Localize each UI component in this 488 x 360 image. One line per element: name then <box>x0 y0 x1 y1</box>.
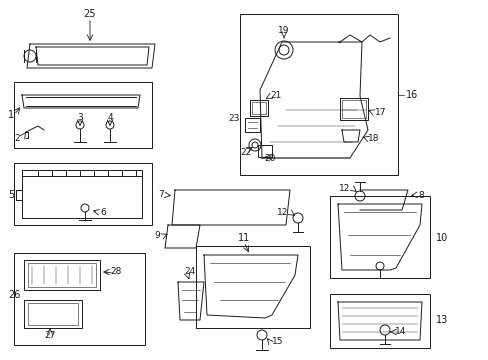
Bar <box>244 118 260 132</box>
Text: ←: ← <box>105 267 112 276</box>
Text: 5: 5 <box>8 190 14 200</box>
Text: 8: 8 <box>417 190 423 199</box>
Text: 25: 25 <box>83 9 96 19</box>
Bar <box>24 260 100 290</box>
Bar <box>196 246 309 328</box>
Bar <box>329 196 429 278</box>
Bar <box>249 100 267 116</box>
Text: 17: 17 <box>374 108 386 117</box>
Bar <box>14 82 152 148</box>
Text: 3: 3 <box>77 113 82 122</box>
Text: 14: 14 <box>394 328 406 337</box>
Bar <box>14 163 152 225</box>
Bar <box>251 102 265 114</box>
Text: 11: 11 <box>237 233 250 243</box>
Bar <box>329 294 429 348</box>
Bar <box>240 14 397 175</box>
Text: 22: 22 <box>240 148 251 157</box>
Text: 18: 18 <box>367 134 379 143</box>
Text: 6: 6 <box>100 207 105 216</box>
Bar <box>24 300 82 328</box>
Text: 26: 26 <box>8 290 20 300</box>
Text: 10: 10 <box>435 233 447 243</box>
Text: 19: 19 <box>278 26 289 35</box>
Bar <box>28 303 78 325</box>
Text: 2: 2 <box>14 134 20 143</box>
Text: 9: 9 <box>154 230 160 239</box>
Text: 15: 15 <box>271 338 283 346</box>
Text: 1: 1 <box>8 110 14 120</box>
Text: 21: 21 <box>269 90 281 99</box>
Text: 28: 28 <box>110 267 121 276</box>
Text: 7: 7 <box>158 189 163 198</box>
Bar <box>258 145 271 157</box>
Text: 12: 12 <box>276 207 287 216</box>
Text: 24: 24 <box>184 267 195 276</box>
Bar <box>28 263 96 287</box>
Bar <box>341 100 365 118</box>
Text: 16: 16 <box>405 90 417 100</box>
Text: 12: 12 <box>338 184 349 193</box>
Text: 23: 23 <box>228 113 240 122</box>
Text: 13: 13 <box>435 315 447 325</box>
Text: 27: 27 <box>44 332 56 341</box>
Bar <box>339 98 367 120</box>
Text: 20: 20 <box>264 153 275 162</box>
Bar <box>14 253 145 345</box>
Text: 4: 4 <box>107 113 113 122</box>
